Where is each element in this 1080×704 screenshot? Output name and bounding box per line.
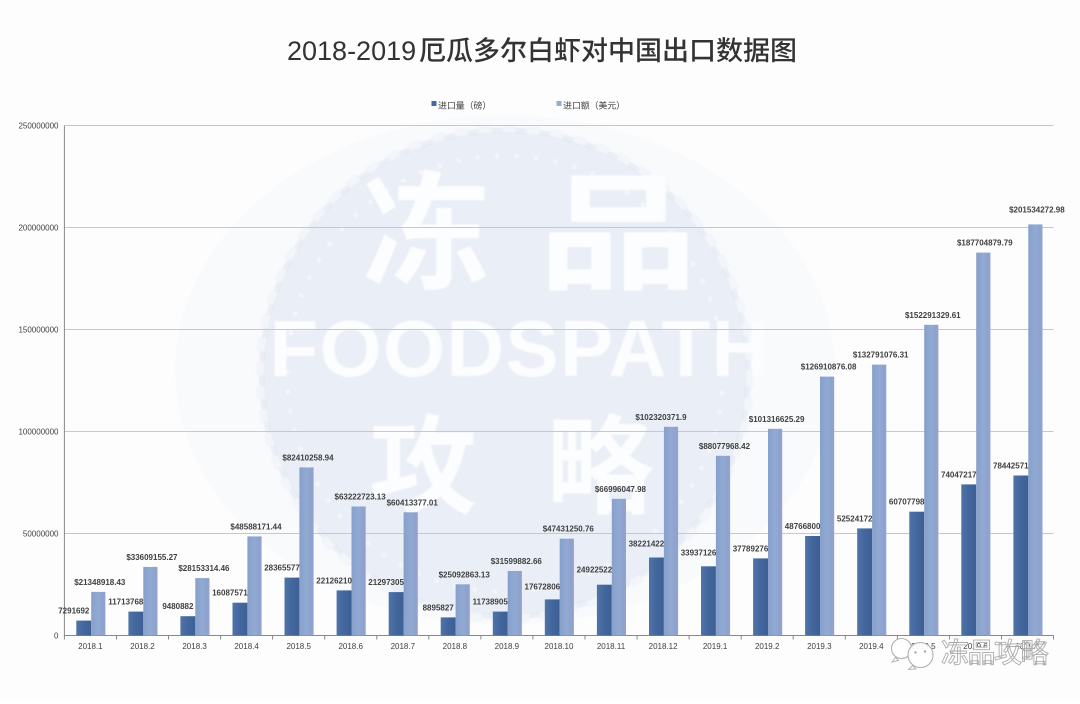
svg-text:$102320371.9: $102320371.9	[635, 413, 687, 422]
svg-text:2019.2: 2019.2	[755, 642, 780, 651]
svg-text:2018.2: 2018.2	[130, 642, 155, 651]
svg-text:2018.10: 2018.10	[545, 642, 574, 651]
svg-text:9480882: 9480882	[162, 602, 194, 611]
svg-text:2018.4: 2018.4	[234, 642, 259, 651]
svg-text:0: 0	[54, 631, 59, 640]
svg-text:$101316625.29: $101316625.29	[749, 415, 805, 424]
svg-text:$63222723.13: $63222723.13	[335, 493, 387, 502]
svg-text:78442571: 78442571	[993, 462, 1029, 471]
svg-text:$28153314.46: $28153314.46	[178, 564, 230, 573]
svg-text:2018.6: 2018.6	[338, 642, 363, 651]
svg-text:100000000: 100000000	[18, 427, 59, 436]
svg-text:$88077968.42: $88077968.42	[699, 442, 751, 451]
svg-text:2018.11: 2018.11	[597, 642, 626, 651]
svg-text:38221422: 38221422	[629, 540, 665, 549]
svg-text:250000000: 250000000	[18, 121, 59, 130]
svg-text:$66996047.98: $66996047.98	[595, 485, 647, 494]
svg-text:2018.5: 2018.5	[286, 642, 311, 651]
svg-text:$48588171.44: $48588171.44	[230, 522, 282, 531]
svg-text:2018.1: 2018.1	[78, 642, 103, 651]
svg-text:2018.3: 2018.3	[182, 642, 207, 651]
svg-text:$187704879.79: $187704879.79	[957, 239, 1013, 248]
svg-text:$21348918.43: $21348918.43	[74, 578, 126, 587]
svg-text:2019.4: 2019.4	[859, 642, 884, 651]
svg-text:$152291329.61: $152291329.61	[905, 311, 961, 320]
svg-text:2018.12: 2018.12	[649, 642, 678, 651]
svg-text:$47431250.76: $47431250.76	[543, 525, 595, 534]
svg-text:200000000: 200000000	[18, 223, 59, 232]
svg-text:$201534272.98: $201534272.98	[1009, 205, 1065, 214]
svg-text:8895827: 8895827	[423, 603, 455, 612]
svg-text:2018-2019: 2018-2019	[287, 36, 416, 66]
svg-text:17672806: 17672806	[525, 582, 561, 591]
svg-text:$82410258.94: $82410258.94	[282, 453, 334, 462]
svg-text:$126910876.08: $126910876.08	[801, 363, 857, 372]
svg-text:150000000: 150000000	[18, 325, 59, 334]
svg-text:22126210: 22126210	[316, 576, 352, 585]
svg-text:$132791076.31: $132791076.31	[853, 351, 909, 360]
svg-text:21297305: 21297305	[368, 578, 404, 587]
svg-text:2018.9: 2018.9	[495, 642, 520, 651]
svg-text:50000000: 50000000	[23, 529, 59, 538]
svg-text:16087571: 16087571	[212, 589, 248, 598]
svg-text:2019.1: 2019.1	[703, 642, 728, 651]
svg-text:33937126: 33937126	[681, 548, 717, 557]
svg-text:2019.3: 2019.3	[807, 642, 832, 651]
svg-text:24922522: 24922522	[577, 566, 613, 575]
svg-text:11738905: 11738905	[473, 598, 509, 607]
svg-text:48766800: 48766800	[785, 522, 821, 531]
svg-text:$33609155.27: $33609155.27	[126, 553, 178, 562]
svg-text:2018.8: 2018.8	[443, 642, 468, 651]
svg-text:$31599882.66: $31599882.66	[491, 557, 543, 566]
svg-text:60707798: 60707798	[889, 498, 925, 507]
svg-text:37789276: 37789276	[733, 544, 769, 553]
svg-text:11713768: 11713768	[108, 598, 144, 607]
svg-text:2018.7: 2018.7	[391, 642, 416, 651]
svg-text:FOODSPATH: FOODSPATH	[269, 304, 770, 393]
svg-text:52524172: 52524172	[837, 514, 873, 523]
svg-text:$60413377.01: $60413377.01	[387, 498, 439, 507]
svg-text:28365577: 28365577	[264, 564, 300, 573]
svg-text:74047217: 74047217	[941, 470, 977, 479]
svg-text:7291692: 7291692	[58, 607, 90, 616]
svg-text:$25092863.13: $25092863.13	[439, 570, 491, 579]
